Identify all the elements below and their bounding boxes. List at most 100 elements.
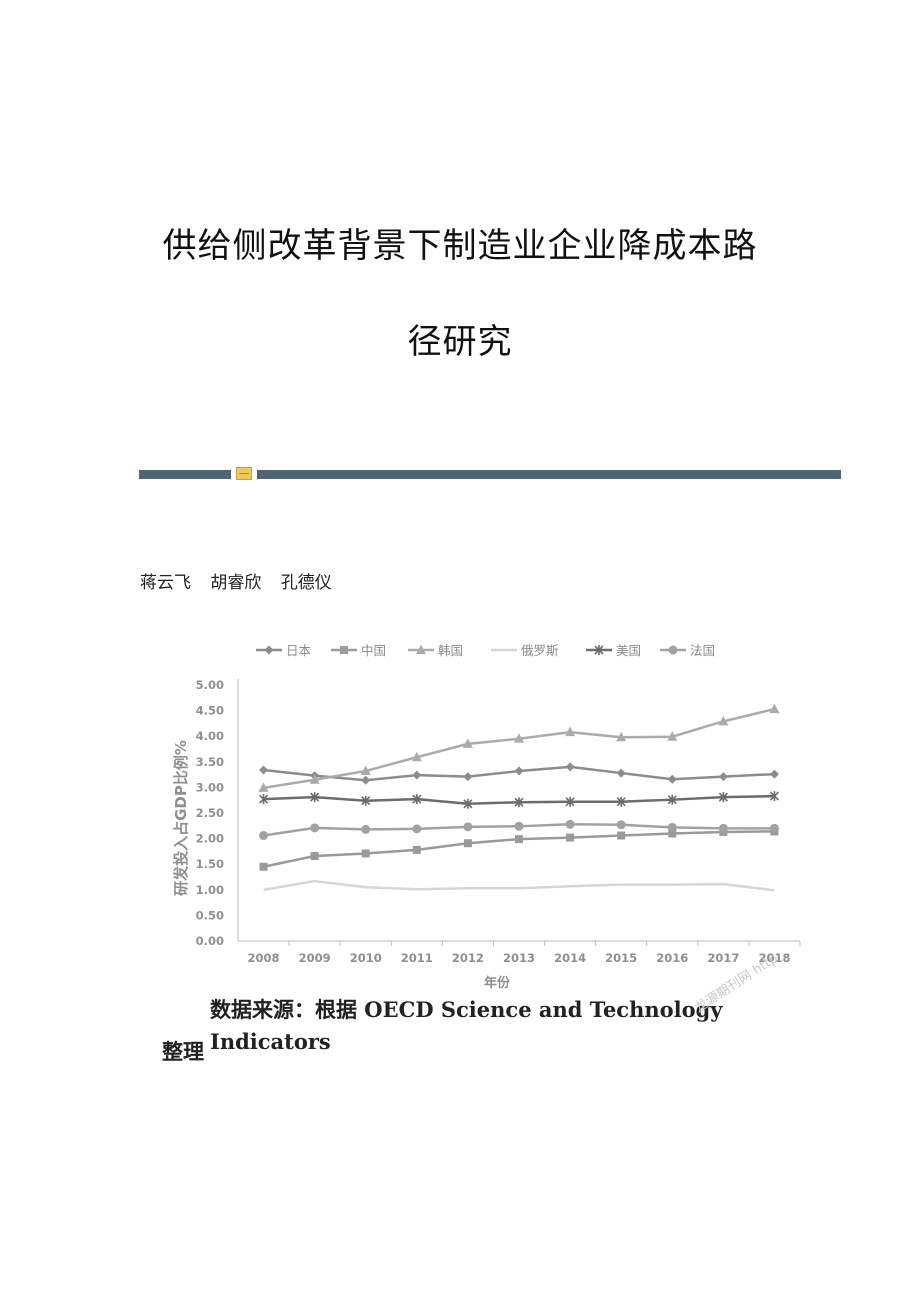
x-tick-label: 2008	[248, 951, 280, 965]
x-tick-label: 2010	[350, 951, 382, 965]
y-tick-label: 2.50	[196, 806, 224, 820]
x-tick-label: 2017	[707, 951, 739, 965]
data-point	[361, 849, 370, 858]
y-tick-label: 5.00	[196, 678, 224, 692]
legend-marker	[668, 645, 678, 655]
data-point	[310, 823, 320, 833]
divider-bar-right	[257, 470, 841, 479]
data-point	[463, 772, 473, 782]
x-tick-label: 2018	[758, 951, 790, 965]
legend-marker	[416, 644, 426, 654]
data-point	[309, 774, 320, 784]
data-point	[769, 769, 779, 779]
data-point	[616, 731, 627, 742]
data-point	[360, 765, 371, 776]
divider-badge-icon	[236, 467, 252, 480]
chart-series	[258, 703, 780, 892]
data-point	[412, 794, 422, 805]
data-point	[515, 835, 523, 844]
legend-marker	[264, 645, 274, 655]
data-point	[411, 751, 422, 762]
y-tick-label: 2.00	[196, 832, 224, 846]
series-group	[259, 819, 779, 841]
y-tick-label: 0.50	[196, 908, 224, 922]
document-title-line1: 供给侧改革背景下制造业企业降成本路	[162, 226, 758, 266]
data-point	[258, 782, 269, 792]
data-point	[718, 715, 729, 726]
x-tick-label: 2014	[554, 951, 586, 965]
series-group	[258, 791, 780, 809]
data-point	[667, 731, 678, 741]
data-point	[667, 774, 677, 784]
legend-label: 美国	[616, 643, 641, 658]
data-point	[310, 852, 319, 861]
series-group	[263, 879, 775, 892]
data-point	[412, 845, 421, 854]
legend-label: 韩国	[438, 643, 463, 658]
legend-label: 俄罗斯	[521, 643, 559, 658]
rd-line-chart: 日本 中国 韩国 俄罗斯 美国 法国 0.00 0.50 1.00 1.50 2.00 2.50 3.…	[172, 643, 801, 990]
data-point	[566, 833, 575, 842]
data-point	[565, 819, 575, 829]
y-axis-label: 研发投入占GDP比例%	[172, 740, 190, 896]
legend-marker	[594, 645, 604, 655]
data-point	[310, 792, 320, 803]
data-point	[769, 791, 780, 802]
data-point	[718, 823, 728, 833]
data-point	[463, 822, 473, 832]
data-point	[668, 829, 677, 838]
data-point	[514, 733, 524, 743]
legend-label: 日本	[286, 643, 312, 658]
y-tick-label: 3.00	[196, 780, 224, 794]
document-title-line2: 径研究	[407, 322, 513, 362]
x-tick-label: 2011	[401, 951, 433, 965]
data-point	[463, 839, 472, 848]
y-tick-label: 4.00	[196, 729, 224, 743]
authors: 蒋云飞 胡睿欣 孔德仪	[140, 573, 332, 593]
series-line	[263, 707, 775, 790]
data-point	[769, 823, 779, 833]
series-group	[259, 762, 779, 785]
x-tick-label: 2009	[299, 951, 331, 965]
x-tick-label: 2016	[656, 951, 688, 965]
data-point	[514, 766, 524, 776]
x-tick-label: 2013	[503, 951, 535, 965]
divider-bar-left	[139, 470, 231, 479]
x-tick-label: 2012	[452, 951, 484, 965]
y-tick-label: 4.50	[196, 704, 224, 718]
data-point	[361, 824, 371, 834]
legend-label: 法国	[690, 643, 715, 658]
data-point	[514, 797, 524, 808]
data-point	[412, 770, 422, 780]
data-point	[565, 762, 575, 772]
x-axis-label: 年份	[484, 975, 511, 990]
data-point	[718, 772, 728, 782]
data-point	[616, 768, 626, 778]
y-tick-label: 1.50	[196, 857, 224, 871]
data-point	[718, 792, 728, 803]
data-point	[616, 820, 626, 830]
legend-marker	[340, 646, 348, 654]
data-point	[667, 822, 677, 832]
series-group	[258, 703, 780, 792]
legend-label: 中国	[361, 643, 386, 658]
data-point	[616, 796, 626, 807]
source-note: 数据来源：根据 OECD Science and Technology Indi…	[210, 997, 723, 1054]
chart-legend: 日本 中国 韩国 俄罗斯 美国 法国	[256, 643, 715, 658]
data-point	[769, 703, 780, 714]
series-group	[259, 827, 779, 871]
data-point	[259, 765, 269, 775]
data-point	[361, 775, 371, 785]
series-line	[263, 879, 775, 892]
source-note-continued: 整理	[162, 1039, 204, 1064]
data-point	[412, 824, 422, 834]
data-point	[259, 831, 269, 841]
y-tick-label: 1.00	[196, 883, 224, 897]
y-tick-label: 3.50	[196, 755, 224, 769]
data-point	[514, 821, 524, 831]
data-point	[565, 726, 576, 737]
data-point	[259, 862, 268, 871]
x-tick-label: 2015	[605, 951, 637, 965]
y-tick-label: 0.00	[196, 934, 224, 948]
chart-axes: 0.00 0.50 1.00 1.50 2.00 2.50 3.00 3.50 4.00 4.50…	[172, 678, 801, 990]
